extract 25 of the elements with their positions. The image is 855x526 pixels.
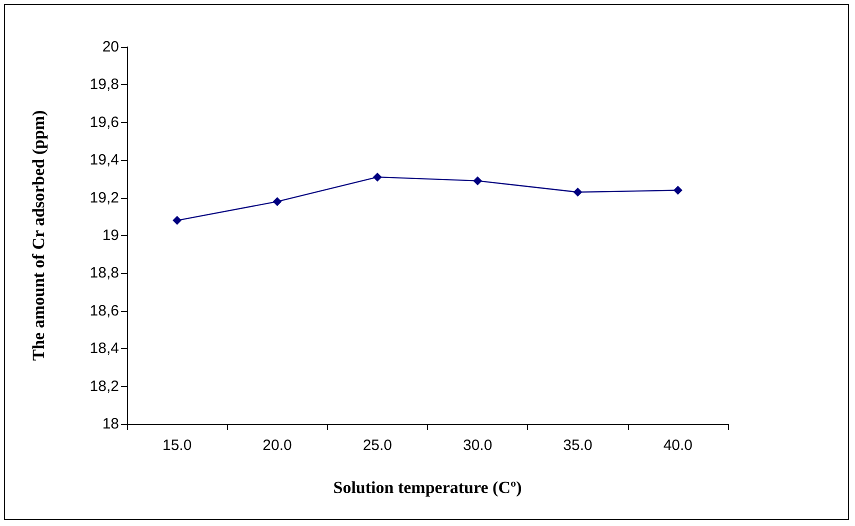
point: [372, 172, 382, 182]
x-axis-title: Solution temperature (Cº): [333, 478, 522, 497]
x-tick-label: 35.0: [563, 437, 592, 454]
x-tick-label: 20.0: [262, 437, 292, 454]
y-tick-label: 19,6: [90, 114, 119, 131]
y-tick-label: 18,4: [90, 340, 119, 358]
y-axis-title: The amount of Cr adsorbed (ppm): [29, 110, 48, 361]
y-tick-label: 18,8: [90, 264, 119, 282]
y-tick-label: 19,4: [90, 152, 119, 169]
y-tick-label: 18,2: [90, 378, 119, 395]
y-tick-label: 20: [102, 38, 119, 56]
point: [172, 216, 182, 225]
y-tick-label: 19: [102, 227, 119, 244]
y-tick-label: 18,6: [90, 302, 119, 320]
point: [473, 176, 482, 186]
x-tick-label: 15.0: [162, 437, 192, 454]
y-tick-label: 19,8: [90, 76, 119, 94]
y-tick-label: 19,2: [90, 189, 119, 206]
point: [272, 197, 282, 206]
x-tick-label: 25.0: [362, 437, 392, 454]
point: [673, 186, 682, 195]
x-tick-label: 40.0: [663, 437, 693, 454]
y-tick-label: 18: [102, 416, 119, 432]
point: [573, 188, 582, 197]
x-tick-label: 30.0: [462, 437, 492, 454]
